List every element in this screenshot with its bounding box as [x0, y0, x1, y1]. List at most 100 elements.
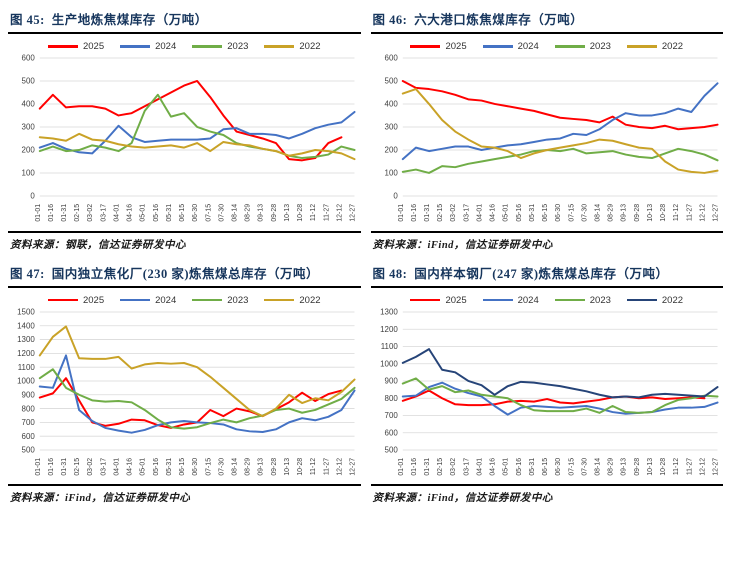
x-tick-label: 08-14	[232, 458, 239, 476]
x-tick-label: 09-28	[271, 458, 278, 476]
chart-title-text: 国内独立焦化厂(230 家)炼焦煤总库存（万吨）	[51, 266, 319, 281]
legend-swatch	[626, 45, 657, 48]
x-tick-label: 03-02	[87, 204, 94, 222]
legend-label: 2022	[661, 294, 684, 306]
x-tick-label: 03-17	[463, 204, 470, 222]
x-tick-label: 05-01	[140, 204, 147, 222]
legend-item-2023: 2023	[192, 295, 248, 306]
x-tick-label: 03-02	[450, 458, 457, 476]
legend-swatch	[482, 298, 513, 302]
legend-swatch	[554, 298, 585, 302]
y-tick-label: 500	[22, 445, 36, 454]
y-tick-label: 1100	[380, 342, 398, 351]
figure-label: 图 48:	[372, 266, 408, 281]
chart-title-text: 国内样本钢厂(247 家)炼焦煤总库存（万吨）	[414, 266, 669, 281]
x-tick-label: 12-12	[336, 204, 343, 222]
x-tick-label: 06-15	[542, 458, 549, 476]
x-tick-label: 11-12	[310, 458, 317, 475]
chart-title: 图 47: 国内独立焦化厂(230 家)炼焦煤总库存（万吨）	[8, 260, 361, 288]
x-tick-label: 09-28	[271, 204, 278, 222]
y-tick-label: 100	[384, 169, 398, 178]
y-tick-label: 700	[384, 411, 398, 420]
y-tick-label: 1200	[380, 325, 398, 334]
legend-item-2024: 2024	[120, 41, 176, 52]
x-tick-label: 08-29	[245, 458, 252, 476]
y-tick-label: 700	[22, 418, 36, 427]
line-chart: 0 100 200 300 400 500 600 01-01 01-16 01-31 02-15 0…	[384, 54, 719, 222]
x-tick-label: 04-01	[113, 458, 120, 476]
legend-swatch	[47, 45, 78, 48]
y-tick-label: 100	[22, 169, 36, 178]
x-tick-label: 03-17	[100, 204, 107, 222]
x-tick-label: 01-01	[35, 204, 42, 222]
series-line-2023	[38, 367, 356, 430]
legend-label: 2025	[82, 41, 105, 52]
legend-item-2022: 2022	[626, 294, 684, 306]
x-tick-label: 08-29	[245, 204, 252, 222]
x-tick-label: 01-31	[424, 458, 431, 476]
legend-label: 2024	[517, 41, 539, 52]
x-tick-label: 10-28	[297, 458, 304, 476]
x-tick-label: 06-15	[542, 204, 549, 222]
x-tick-label: 08-14	[594, 204, 601, 222]
legend-label: 2023	[589, 294, 611, 306]
legend-label: 2023	[227, 41, 249, 52]
legend-item-2025: 2025	[410, 295, 467, 306]
x-tick-label: 05-01	[502, 204, 509, 222]
x-tick-label: 09-28	[633, 458, 640, 476]
legend: 2025 2024 2023 2022	[8, 41, 361, 52]
x-tick-label: 03-17	[100, 458, 107, 476]
x-tick-label: 07-15	[568, 204, 575, 222]
chart-title-text: 生产地炼焦煤库存（万吨）	[51, 13, 208, 27]
x-tick-label: 05-31	[166, 458, 173, 476]
x-tick-label: 01-16	[410, 204, 417, 222]
x-tick-label: 05-01	[502, 458, 509, 476]
y-tick-label: 1300	[17, 335, 35, 344]
x-tick-label: 06-30	[555, 458, 562, 476]
x-tick-label: 07-30	[581, 458, 588, 476]
x-tick-label: 04-01	[113, 204, 120, 222]
y-tick-label: 0	[393, 192, 398, 201]
y-tick-label: 1300	[380, 307, 398, 316]
x-tick-label: 06-15	[179, 458, 186, 476]
legend: 2025 2024 2023 2022	[371, 295, 724, 306]
legend-label: 2024	[155, 294, 177, 306]
chart-title: 图 46: 六大港口炼焦煤库存（万吨）	[370, 6, 723, 34]
x-tick-label: 11-27	[323, 204, 330, 221]
legend-label: 2023	[227, 294, 249, 306]
source-note: 资料来源：iFind，信达证券研发中心	[370, 484, 723, 507]
x-tick-label: 02-15	[437, 458, 444, 476]
x-tick-label: 02-15	[74, 204, 81, 222]
x-tick-label: 06-30	[192, 458, 199, 476]
x-tick-label: 07-15	[205, 458, 212, 476]
legend-swatch	[120, 45, 151, 48]
figure-label: 图 46:	[372, 13, 408, 27]
x-tick-label: 10-13	[284, 204, 291, 222]
x-tick-label: 09-13	[620, 458, 627, 476]
x-tick-label: 01-16	[48, 204, 55, 222]
y-tick-label: 800	[22, 404, 36, 413]
legend-item-2022: 2022	[626, 41, 683, 52]
y-tick-label: 600	[22, 54, 36, 63]
x-tick-label: 12-12	[699, 204, 706, 222]
x-tick-label: 10-13	[284, 458, 291, 476]
legend-swatch	[410, 45, 441, 48]
x-tick-label: 11-12	[673, 458, 680, 475]
y-tick-label: 500	[384, 445, 398, 454]
series-line-2024	[38, 354, 356, 434]
legend-label: 2024	[155, 41, 177, 52]
legend-label: 2022	[299, 41, 321, 52]
figure-label: 图 47:	[10, 266, 45, 281]
y-tick-label: 1000	[380, 359, 398, 368]
x-tick-label: 04-16	[489, 204, 496, 222]
legend-item-2024: 2024	[482, 295, 539, 306]
x-tick-label: 12-12	[336, 458, 343, 476]
y-tick-label: 200	[22, 146, 36, 155]
x-tick-label: 03-02	[450, 204, 457, 222]
y-tick-label: 0	[30, 192, 35, 201]
y-tick-label: 900	[384, 376, 398, 385]
y-tick-label: 300	[384, 123, 398, 132]
y-tick-label: 600	[384, 54, 398, 63]
source-note: 资料来源：iFind，信达证券研发中心	[8, 484, 361, 507]
legend-item-2023: 2023	[192, 41, 248, 52]
